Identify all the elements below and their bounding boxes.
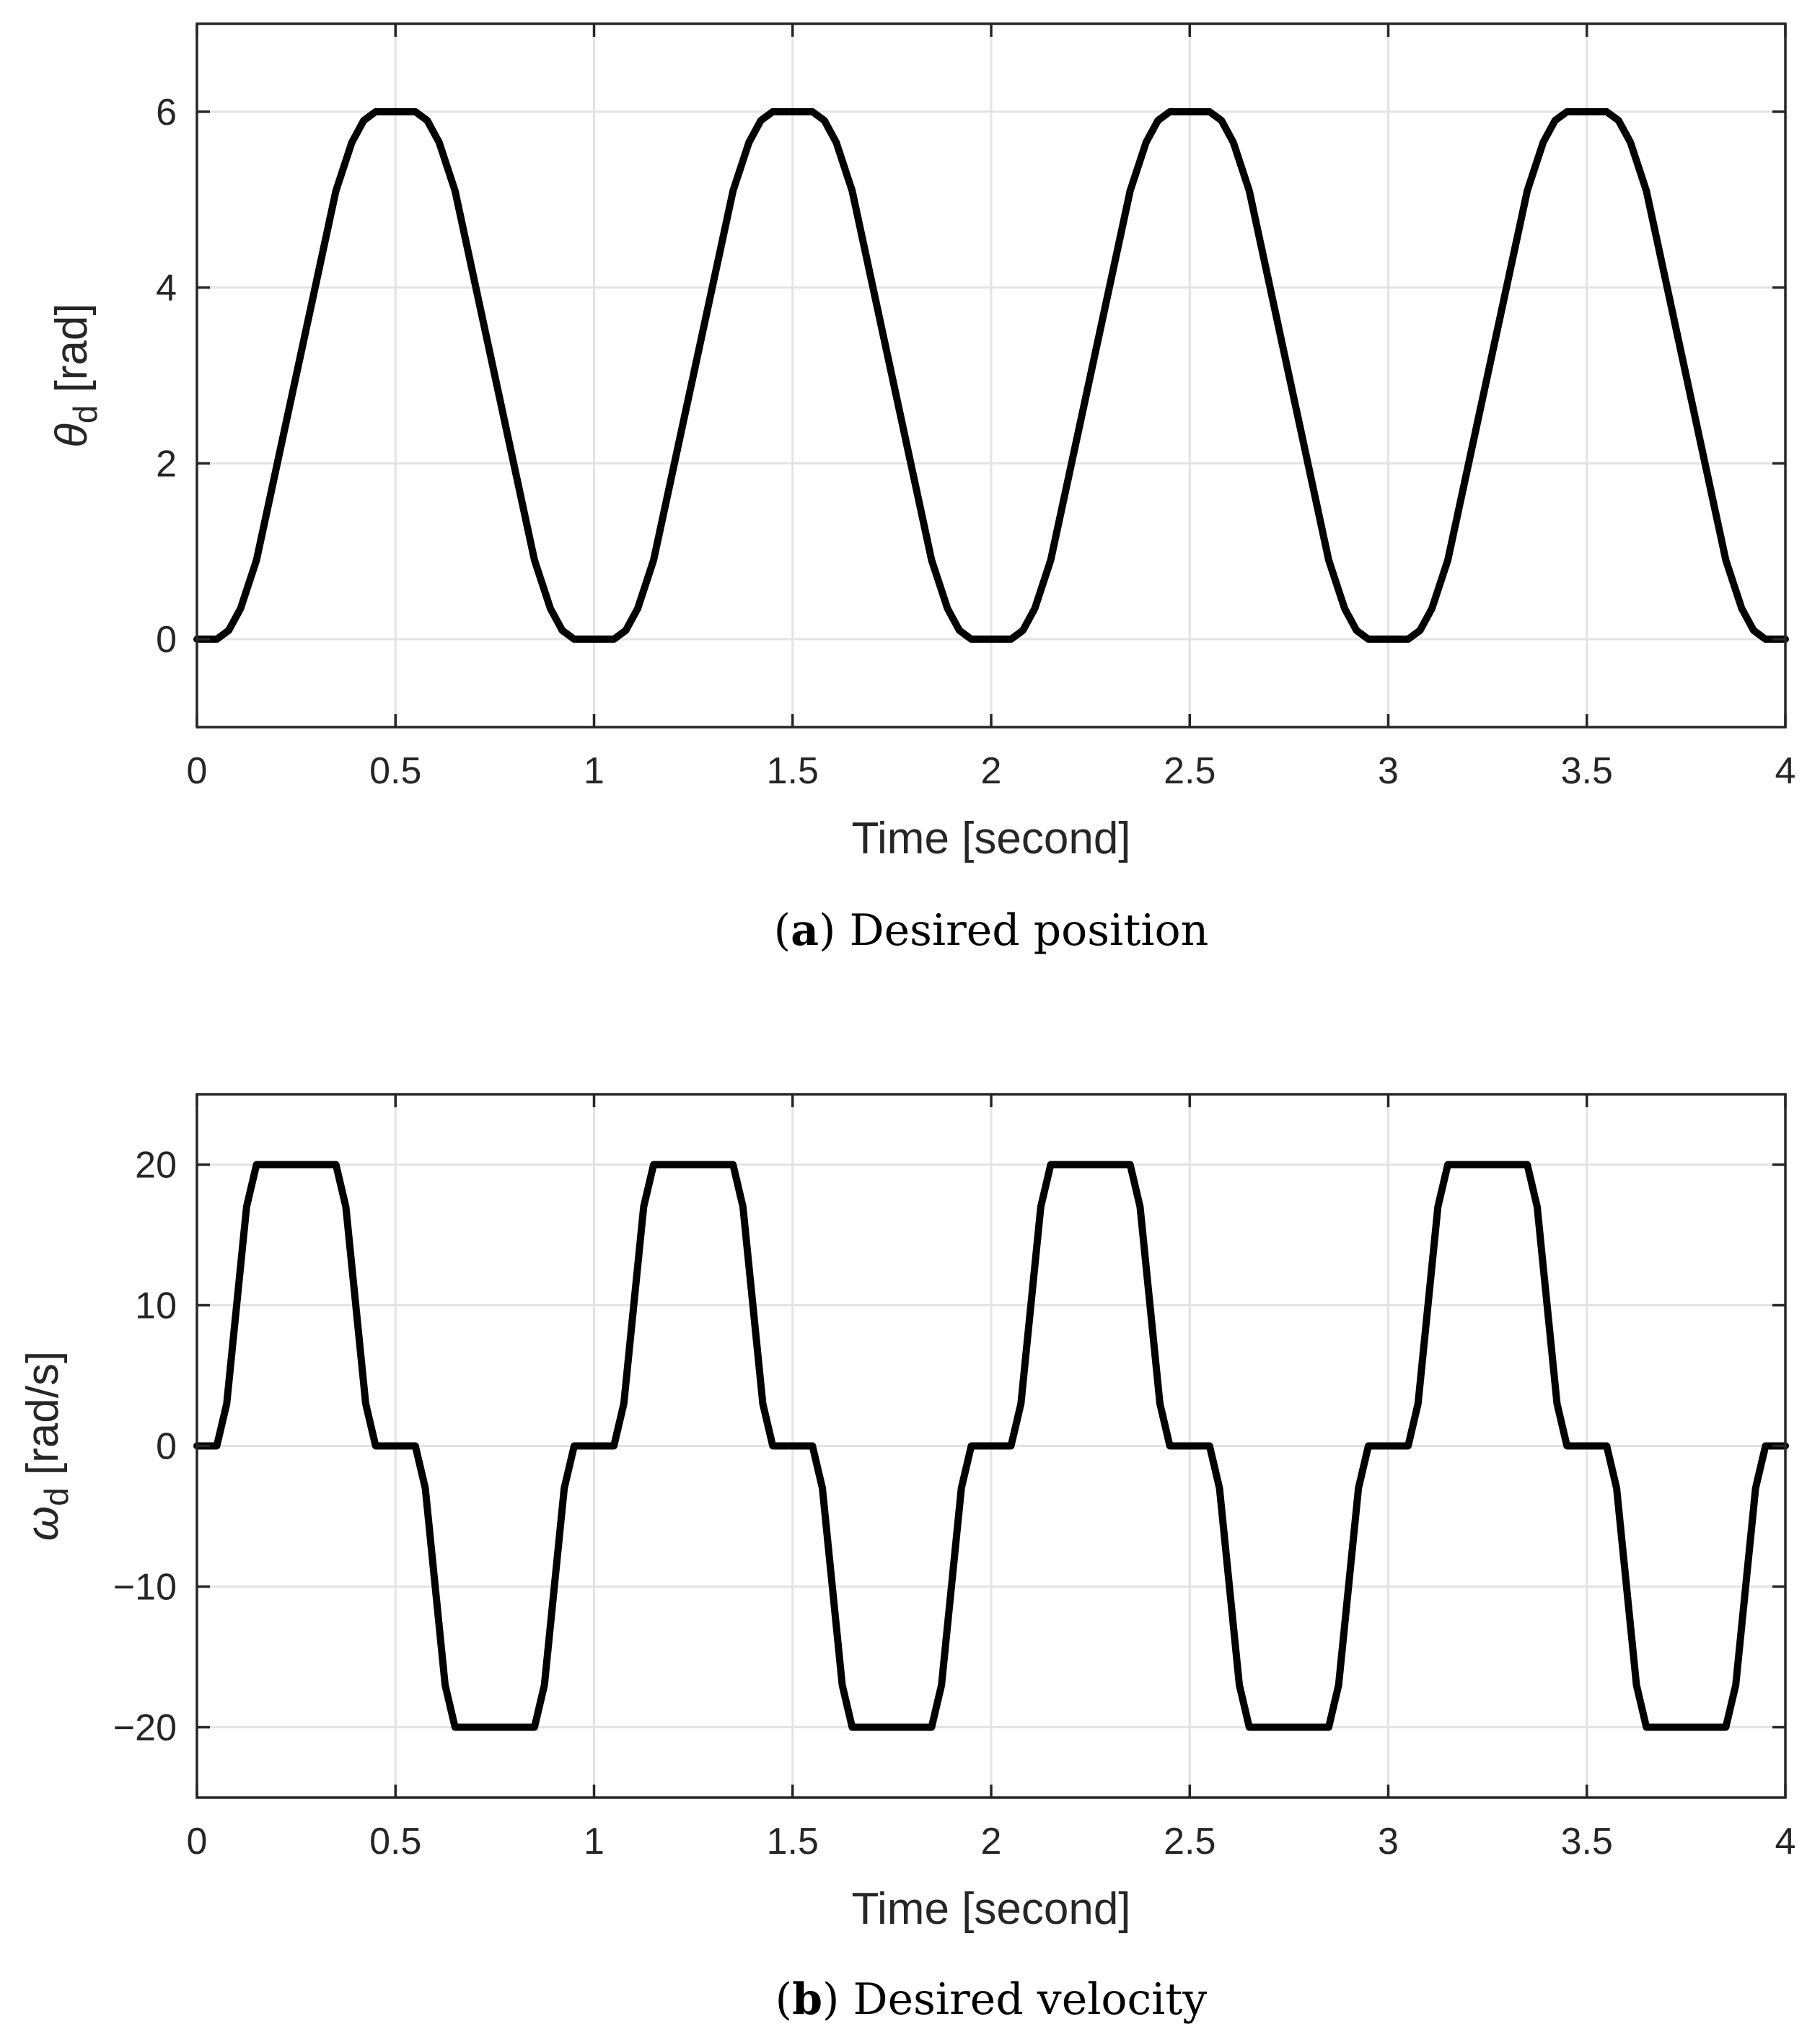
panel-a-y-ticks: 0 2 4 6: [156, 92, 1785, 661]
panel-a-y-tick-label: 4: [156, 268, 177, 309]
panel-b-x-tick-label: 1.5: [767, 1821, 819, 1862]
panel-a-x-tick-label: 4: [1775, 750, 1796, 792]
panel-b-y-axis-subscript: d: [38, 1487, 75, 1506]
panel-a-x-tick-label: 1: [584, 750, 605, 792]
panel-a-x-tick-label: 2: [981, 750, 1002, 792]
panel-b-x-axis-label: Time [second]: [851, 1884, 1130, 1934]
panel-a-y-axis-unit: [rad]: [47, 303, 97, 405]
panel-b-series-line: [193, 1161, 1789, 1731]
panel-b-y-tick-label: −20: [113, 1707, 177, 1749]
panel-b-y-axis-symbol: ω: [18, 1506, 68, 1541]
panel-a-x-ticks: 0 0.5 1 1.5 2 2.5 3 3.5 4: [187, 24, 1796, 792]
panel-a-x-tick-label: 0.5: [369, 750, 421, 792]
panel-a-y-tick-label: 2: [156, 443, 177, 485]
panel-b-x-tick-label: 2: [981, 1821, 1002, 1862]
panel-b: 0 0.5 1 1.5 2 2.5 3 3.5 4 −20 −10 0 10 20 Time [seco…: [18, 1093, 1796, 2025]
panel-a-x-tick-label: 1.5: [767, 750, 819, 792]
panel-a-y-axis-label: θd [rad]: [47, 303, 104, 448]
panel-b-x-tick-label: 0: [187, 1821, 208, 1862]
panel-a-caption-text: Desired position: [849, 905, 1208, 956]
panel-a-caption-letter: a: [791, 905, 819, 956]
panel-a-x-axis-label: Time [second]: [851, 814, 1130, 863]
panel-b-y-tick-label: 20: [135, 1145, 177, 1187]
panel-b-x-tick-label: 0.5: [369, 1821, 421, 1862]
panel-b-y-ticks: −20 −10 0 10 20: [113, 1145, 1785, 1749]
panel-b-y-axis-unit: [rad/s]: [18, 1351, 68, 1488]
panel-b-x-tick-label: 3.5: [1561, 1821, 1613, 1862]
panel-b-caption-text: Desired velocity: [853, 1974, 1208, 2025]
panel-a: 0 0.5 1 1.5 2 2.5 3 3.5 4 0 2 4 6 Time [second] θd …: [47, 22, 1796, 956]
panel-b-x-tick-label: 4: [1775, 1821, 1796, 1862]
panel-a-y-tick-label: 0: [156, 619, 177, 661]
panel-a-x-tick-label: 0: [187, 750, 208, 792]
panel-a-x-tick-label: 2.5: [1164, 750, 1215, 792]
panel-b-caption: (b) Desired velocity: [775, 1974, 1208, 2025]
panel-a-y-axis-subscript: d: [66, 405, 104, 424]
panel-a-x-tick-label: 3: [1378, 750, 1399, 792]
panel-a-series-line: [193, 107, 1789, 643]
panel-b-caption-letter: b: [792, 1974, 822, 2025]
panel-b-x-tick-label: 3: [1378, 1821, 1399, 1862]
panel-b-y-tick-label: 0: [156, 1426, 177, 1468]
panel-b-x-tick-label: 1: [584, 1821, 605, 1862]
panel-b-y-tick-label: 10: [135, 1285, 177, 1327]
panel-b-y-tick-label: −10: [113, 1567, 177, 1609]
panel-a-y-axis-symbol: θ: [47, 423, 97, 448]
panel-b-x-ticks: 0 0.5 1 1.5 2 2.5 3 3.5 4: [187, 1094, 1796, 1862]
panel-b-x-tick-label: 2.5: [1164, 1821, 1215, 1862]
panel-a-caption: (a) Desired position: [774, 905, 1209, 956]
panel-a-y-tick-label: 6: [156, 92, 177, 133]
panel-a-x-tick-label: 3.5: [1561, 750, 1613, 792]
panel-b-y-axis-label: ωd [rad/s]: [18, 1351, 75, 1541]
